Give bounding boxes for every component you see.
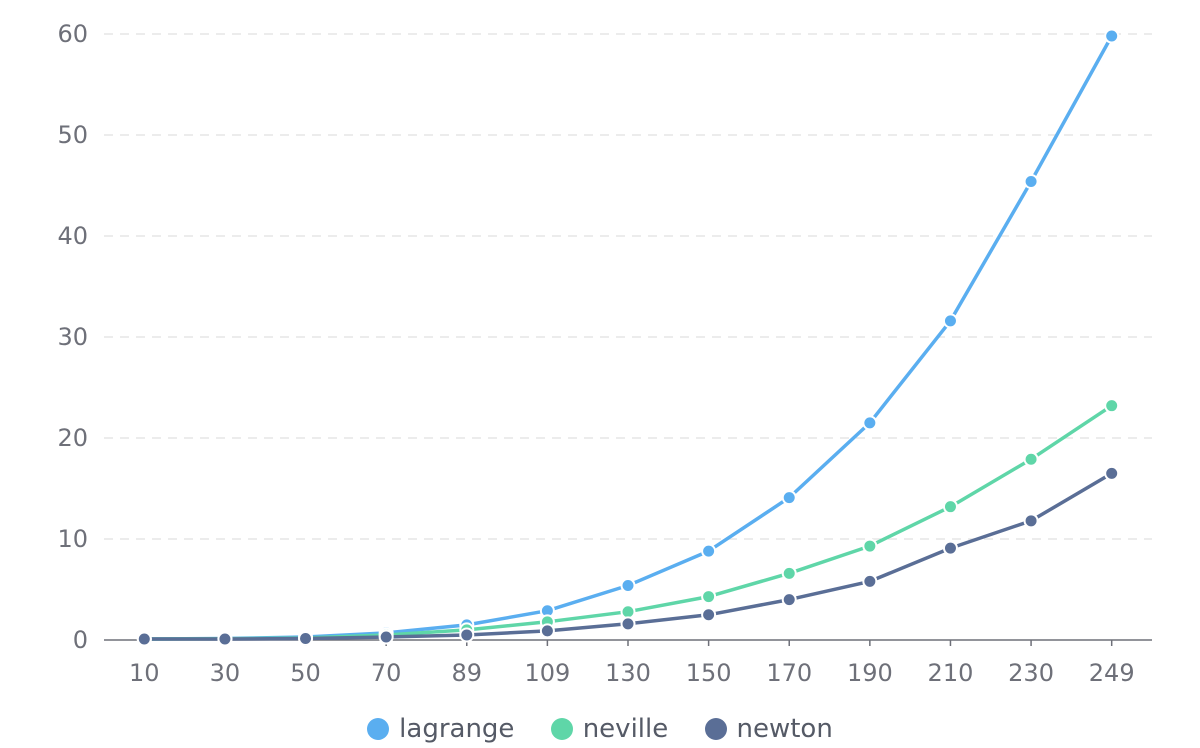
y-tick-label: 0: [73, 626, 88, 654]
y-tick-label: 20: [57, 424, 88, 452]
data-point-newton[interactable]: [620, 616, 636, 632]
data-point-neville[interactable]: [1104, 398, 1120, 414]
legend-label-lagrange: lagrange: [399, 714, 515, 744]
data-point-neville[interactable]: [781, 565, 797, 581]
data-point-newton[interactable]: [298, 630, 314, 646]
x-tick-label: 249: [1089, 659, 1135, 687]
data-point-lagrange[interactable]: [620, 577, 636, 593]
data-point-newton[interactable]: [136, 631, 152, 647]
x-tick-label: 109: [524, 659, 570, 687]
data-point-lagrange[interactable]: [1023, 173, 1039, 189]
data-point-neville[interactable]: [620, 604, 636, 620]
legend-label-newton: newton: [736, 714, 833, 744]
grid-lines: [104, 33, 1152, 540]
x-tick-label: 190: [847, 659, 893, 687]
data-point-lagrange[interactable]: [1104, 28, 1120, 44]
legend-item-newton[interactable]: newton: [704, 714, 833, 744]
y-tick-label: 30: [57, 323, 88, 351]
data-point-lagrange[interactable]: [942, 313, 958, 329]
x-axis-labels: 10 30 50 70 89 109 130 150 170 190 210 230 249: [129, 659, 1135, 687]
data-point-lagrange[interactable]: [781, 490, 797, 506]
legend-item-neville[interactable]: neville: [550, 714, 669, 744]
legend-swatch-lagrange: [367, 718, 390, 740]
series-line-neville: [142, 403, 1114, 641]
data-point-newton[interactable]: [539, 623, 555, 639]
legend-swatch-neville: [550, 718, 573, 740]
y-tick-label: 40: [57, 222, 88, 250]
data-point-newton[interactable]: [701, 607, 717, 623]
y-axis-labels: 0 10 20 30 40 50 60: [57, 20, 88, 654]
x-tick-label: 70: [371, 659, 402, 687]
legend: lagrange neville newton: [0, 714, 1200, 744]
x-tick-label: 30: [210, 659, 241, 687]
legend-item-lagrange[interactable]: lagrange: [367, 714, 514, 744]
data-point-newton[interactable]: [862, 573, 878, 589]
data-point-newton[interactable]: [378, 629, 394, 645]
data-point-neville[interactable]: [942, 499, 958, 515]
x-tick-label: 50: [290, 659, 321, 687]
data-point-lagrange[interactable]: [701, 543, 717, 559]
data-point-newton[interactable]: [1023, 513, 1039, 529]
x-tick-label: 130: [605, 659, 651, 687]
series-line-lagrange: [142, 34, 1114, 641]
x-tick-label: 230: [1008, 659, 1054, 687]
data-point-newton[interactable]: [459, 627, 475, 643]
x-tick-label: 210: [928, 659, 974, 687]
y-tick-label: 60: [57, 20, 88, 48]
data-point-neville[interactable]: [1023, 451, 1039, 467]
x-tick-label: 170: [766, 659, 812, 687]
data-point-newton[interactable]: [781, 592, 797, 608]
legend-swatch-newton: [704, 718, 727, 740]
x-tick-label: 10: [129, 659, 160, 687]
data-point-newton[interactable]: [217, 631, 233, 647]
x-axis: [104, 639, 1152, 646]
data-point-newton[interactable]: [1104, 465, 1120, 481]
legend-label-neville: neville: [582, 714, 669, 744]
data-point-newton[interactable]: [942, 540, 958, 556]
data-point-neville[interactable]: [701, 589, 717, 605]
series-layer: [136, 28, 1120, 647]
data-point-lagrange[interactable]: [862, 415, 878, 431]
y-tick-label: 10: [57, 525, 88, 553]
data-point-neville[interactable]: [862, 538, 878, 554]
y-tick-label: 50: [57, 121, 88, 149]
x-tick-label: 150: [686, 659, 732, 687]
x-tick-label: 89: [451, 659, 482, 687]
